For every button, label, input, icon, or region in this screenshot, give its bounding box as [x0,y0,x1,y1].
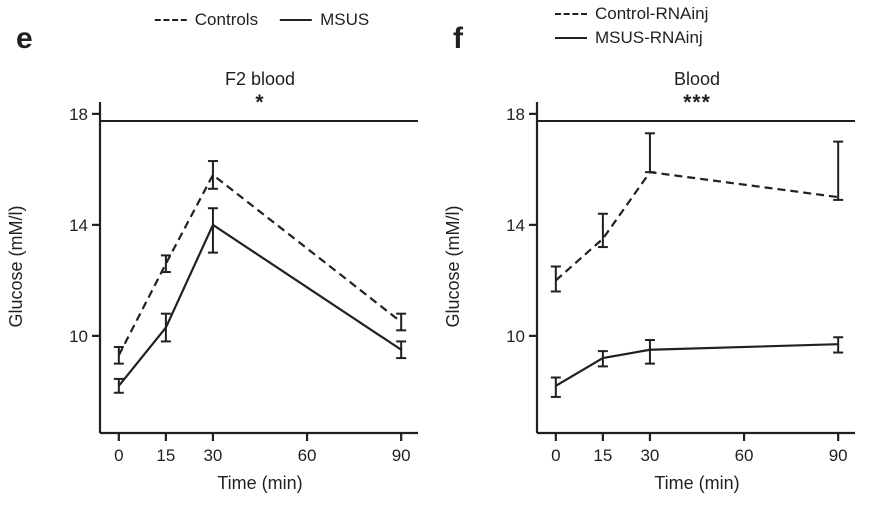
axes [92,102,418,441]
x-tick-label: 0 [114,446,123,465]
solid-line-swatch [280,19,313,21]
panel-letter-e: e [16,22,33,55]
axes [529,102,855,441]
legend-item-controls: Controls [154,10,259,30]
chart-title: F2 blood [225,69,295,89]
series-line [555,170,839,282]
series-line [117,223,402,387]
dashed-line-swatch [555,13,587,15]
x-axis-label: Time (min) [654,473,739,493]
series-MSUS [113,207,407,394]
y-tick-label: 14 [69,216,88,235]
legend-label: MSUS [320,10,370,29]
x-tick-label: 60 [298,446,317,465]
series-MSUS-RNAinj [550,336,844,398]
y-tick-label: 10 [506,327,525,346]
legend-label: Control-RNAinj [595,4,709,23]
x-tick-label: 90 [829,446,848,465]
solid-line-swatch [555,37,587,39]
legend-label: MSUS-RNAinj [595,28,703,47]
x-tick-label: 30 [640,446,659,465]
legend-item-msus-rnainj: MSUS-RNAinj [555,28,703,48]
y-axis-label: Glucose (mM/l) [6,205,26,327]
x-tick-label: 60 [735,446,754,465]
x-axis-label: Time (min) [217,473,302,493]
x-tick-label: 90 [392,446,411,465]
significance-stars: *** [683,91,711,114]
series-line [117,173,402,356]
panel-e: e Controls MSUS 10 14 18 0 15 30 60 90 Time (min… [6,10,418,493]
dashed-line-swatch [154,19,187,21]
y-axis-label: Glucose (mM/l) [443,205,463,327]
x-tick-label: 15 [156,446,175,465]
x-tick-label: 30 [203,446,222,465]
legend-panel-f: Control-RNAinj MSUS-RNAinj [555,4,708,48]
y-tick-label: 18 [506,105,525,124]
y-tick-label: 14 [506,216,525,235]
legend-label: Controls [194,10,259,29]
x-tick-label: 15 [593,446,612,465]
legend-item-control-rnainj: Control-RNAinj [555,4,708,24]
legend-panel-e: Controls MSUS [154,10,369,30]
chart-title: Blood [674,69,720,89]
significance-stars: * [255,91,264,114]
panel-letter-f: f [453,22,463,55]
line-chart-blood: 10 14 18 0 15 30 60 90 Time (min) Glucose (mM/l) B… [443,69,855,493]
series-Control-RNAinj [550,132,844,293]
legend-item-msus: MSUS [280,10,369,30]
y-tick-label: 10 [69,327,88,346]
series-Controls [113,160,407,365]
panel-f: f Control-RNAinj MSUS-RNAinj 10 14 18 0 15 30… [437,0,874,514]
x-tick-label: 0 [551,446,560,465]
series-line [555,343,839,387]
line-chart-f2-blood: 10 14 18 0 15 30 60 90 Time (min) Glucose (mM/l) F… [6,69,418,493]
y-tick-label: 18 [69,105,88,124]
